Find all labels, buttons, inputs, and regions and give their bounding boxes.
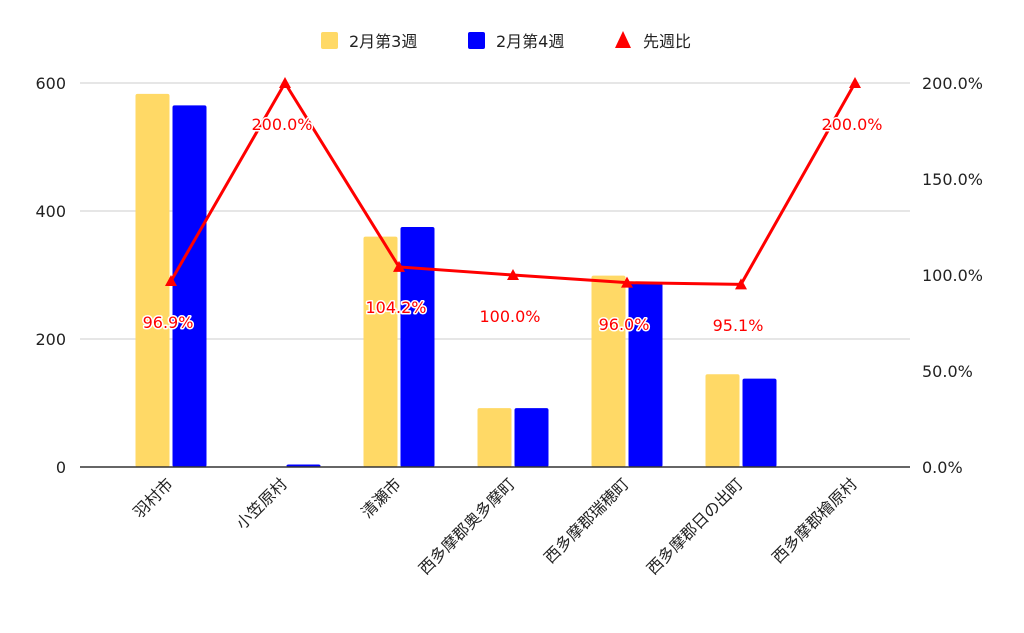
right-tick-label: 100.0% [922,266,983,285]
category-label: 清瀬市 [357,474,404,521]
category-label: 西多摩郡檜原村 [768,474,861,567]
bar [591,275,626,467]
triangle-marker [165,274,177,286]
triangle-marker [393,260,405,272]
bar [705,374,740,467]
category-label: 羽村市 [129,474,176,521]
bar [628,283,663,467]
triangle-marker [621,276,633,288]
category-labels: 羽村市 小笠原村 清瀬市 西多摩郡奥多摩町 西多摩郡瑞穂町 西多摩郡日の出町 西多摩郡檜原村 [129,474,860,578]
left-tick-label: 200 [35,330,66,349]
legend-swatch [321,32,338,49]
legend-label: 2月第3週 [349,32,417,51]
line-data-label: 200.0% [251,115,312,134]
legend-swatch [468,32,485,49]
left-tick-label: 400 [35,202,66,221]
triangle-marker [735,278,747,290]
bar [135,93,170,467]
line-series [165,77,861,290]
bar [514,408,549,467]
right-tick-label: 150.0% [922,170,983,189]
legend-label: 2月第4週 [496,32,564,51]
line-data-label: 104.2% [365,298,426,317]
bars [135,93,777,468]
bar [742,378,777,467]
right-tick-label: 50.0% [922,362,973,381]
line-data-label: 96.0% [599,315,650,334]
category-label: 西多摩郡日の出町 [643,474,747,578]
gridlines [80,82,910,340]
category-label: 西多摩郡瑞穂町 [540,474,633,567]
category-label: 西多摩郡奥多摩町 [415,474,519,578]
category-label: 小笠原村 [232,474,291,533]
legend: 2月第3週 2月第4週 先週比 [321,31,691,51]
triangle-marker [507,269,519,280]
bar [172,105,207,468]
line-data-label: 100.0% [479,307,540,326]
line-data-label: 200.0% [821,115,882,134]
line-data-labels: 96.9% 200.0% 104.2% 100.0% 96.0% 95.1% 200.0% [141,114,884,337]
triangle-marker [849,77,861,88]
left-axis-ticks: 0 200 400 600 [35,74,66,477]
right-axis-ticks: 0.0% 50.0% 100.0% 150.0% 200.0% [922,74,983,477]
legend-label: 先週比 [643,32,691,51]
line-data-label: 96.9% [143,313,194,332]
legend-triangle-icon [615,31,631,48]
right-tick-label: 200.0% [922,74,983,93]
bar [363,236,398,467]
left-tick-label: 0 [56,458,66,477]
line-data-label: 95.1% [713,316,764,335]
triangle-marker [279,77,291,88]
line-path [169,81,857,286]
right-tick-label: 0.0% [922,458,963,477]
bar [477,408,512,467]
left-tick-label: 600 [35,74,66,93]
bar [400,227,435,467]
